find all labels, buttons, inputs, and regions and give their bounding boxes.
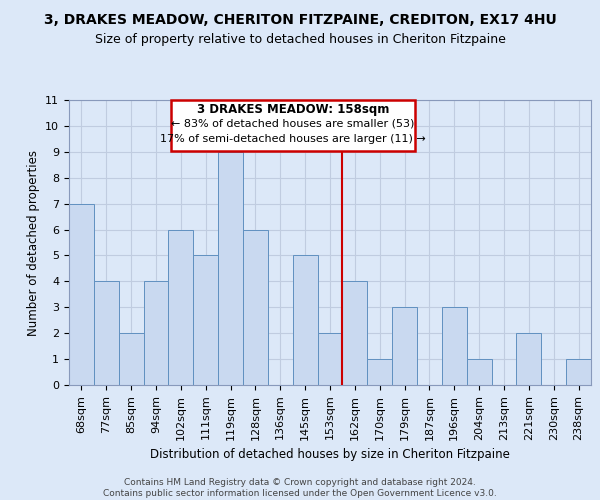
Bar xyxy=(143,282,169,385)
Bar xyxy=(293,256,317,385)
Bar xyxy=(193,256,218,385)
Bar xyxy=(243,230,268,385)
Text: 17% of semi-detached houses are larger (11) →: 17% of semi-detached houses are larger (… xyxy=(160,134,425,144)
Text: Size of property relative to detached houses in Cheriton Fitzpaine: Size of property relative to detached ho… xyxy=(95,32,505,46)
Bar xyxy=(566,359,591,385)
Text: ← 83% of detached houses are smaller (53): ← 83% of detached houses are smaller (53… xyxy=(171,118,415,128)
Bar xyxy=(442,308,467,385)
Bar xyxy=(467,359,491,385)
Bar xyxy=(517,333,541,385)
Text: Contains HM Land Registry data © Crown copyright and database right 2024.
Contai: Contains HM Land Registry data © Crown c… xyxy=(103,478,497,498)
Bar xyxy=(94,282,119,385)
Bar xyxy=(169,230,193,385)
Bar xyxy=(367,359,392,385)
Bar xyxy=(69,204,94,385)
Bar xyxy=(218,152,243,385)
Bar xyxy=(119,333,143,385)
Text: 3 DRAKES MEADOW: 158sqm: 3 DRAKES MEADOW: 158sqm xyxy=(197,102,389,116)
X-axis label: Distribution of detached houses by size in Cheriton Fitzpaine: Distribution of detached houses by size … xyxy=(150,448,510,461)
Bar xyxy=(343,282,367,385)
Text: 3, DRAKES MEADOW, CHERITON FITZPAINE, CREDITON, EX17 4HU: 3, DRAKES MEADOW, CHERITON FITZPAINE, CR… xyxy=(44,12,556,26)
Bar xyxy=(392,308,417,385)
Y-axis label: Number of detached properties: Number of detached properties xyxy=(27,150,40,336)
Bar xyxy=(317,333,343,385)
Bar xyxy=(171,100,415,150)
